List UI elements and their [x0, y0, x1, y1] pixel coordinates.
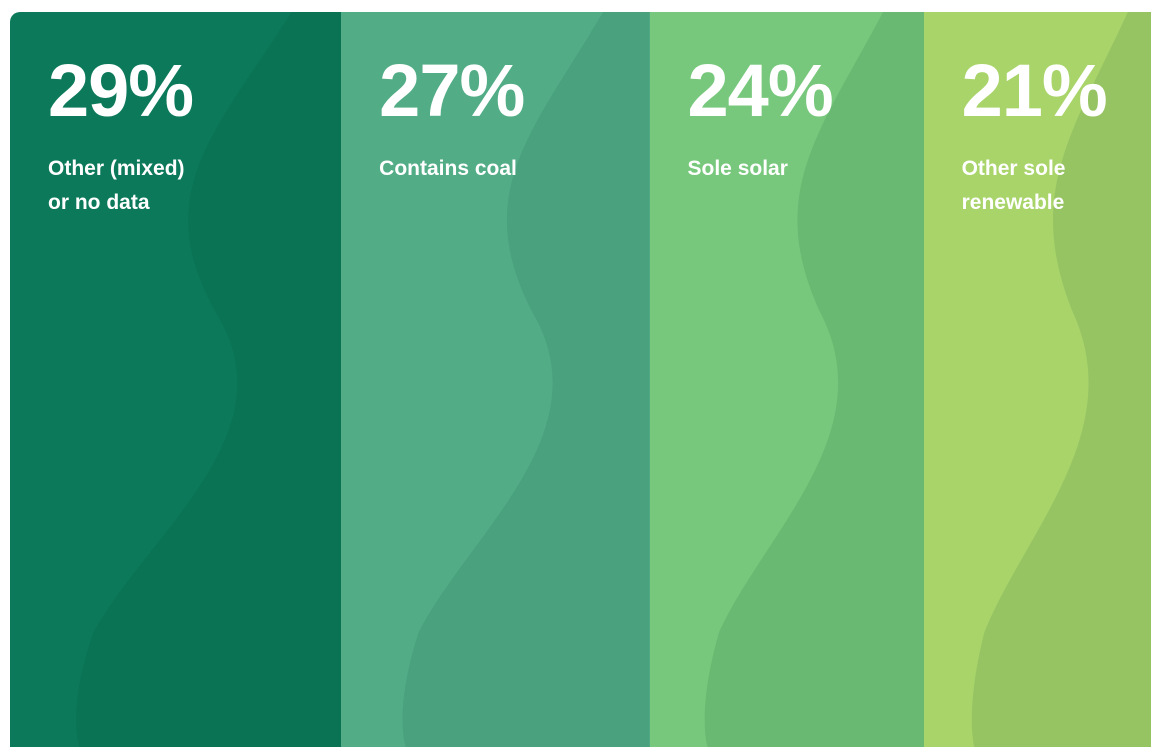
- wave: [76, 12, 342, 747]
- wave-decoration: [704, 12, 924, 747]
- wave: [704, 12, 924, 747]
- wave: [971, 12, 1151, 747]
- stacked-bar: 29% Other (mixed) or no data 27% Contains c…: [10, 12, 1151, 747]
- bar-segment: 29% Other (mixed) or no data: [10, 12, 342, 747]
- value-label: 21%: [961, 49, 1108, 132]
- bar-segment: 24% Sole solar: [649, 12, 924, 747]
- wave-decoration: [971, 12, 1151, 747]
- category-label: Other sole renewable: [961, 157, 1066, 214]
- category-label: Sole solar: [687, 157, 788, 180]
- wave-decoration: [402, 12, 650, 747]
- wave: [402, 12, 650, 747]
- bar-segment: 21% Other sole renewable: [923, 12, 1151, 747]
- value-label: 29%: [48, 49, 194, 132]
- category-label: Contains coal: [379, 157, 517, 180]
- wave-decoration: [76, 12, 342, 747]
- category-label: Other (mixed) or no data: [48, 157, 185, 214]
- value-label: 27%: [379, 49, 525, 132]
- value-label: 24%: [687, 49, 834, 132]
- bar-segment: 27% Contains coal: [341, 12, 650, 747]
